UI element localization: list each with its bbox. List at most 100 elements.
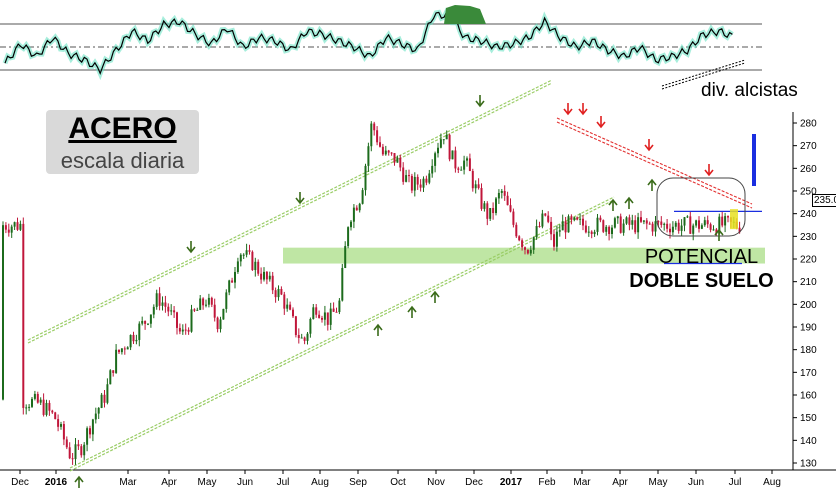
candle-body — [373, 123, 376, 131]
candle-body — [289, 304, 292, 310]
candle-body — [370, 123, 373, 147]
candle-body — [570, 216, 573, 220]
candle-body — [442, 139, 445, 141]
candle-body — [176, 312, 178, 328]
candle-body — [170, 310, 173, 312]
candle-body — [680, 225, 683, 231]
candle-body — [709, 224, 712, 230]
candle-body — [500, 190, 503, 193]
candle-body — [674, 222, 677, 227]
candle-body — [329, 308, 332, 325]
bullish-divergence-label: div. alcistas — [701, 80, 798, 101]
candle-body — [97, 407, 100, 414]
candle-body — [410, 175, 413, 191]
candle-body — [466, 158, 468, 161]
candle-body — [408, 175, 410, 177]
candle-body — [251, 251, 254, 271]
candle-body — [7, 229, 10, 233]
x-tick-label: Jun — [237, 477, 253, 488]
candle-body — [509, 205, 512, 212]
candle-body — [286, 304, 289, 309]
candle-body — [315, 307, 318, 315]
candle-body — [541, 213, 544, 227]
channel-upper-line — [27, 82, 553, 344]
candle-body — [721, 216, 724, 226]
x-tick-label: Mar — [119, 477, 137, 488]
last-price-tag: 235.06 — [812, 194, 836, 207]
double-bottom-label: DOBLE SUELO — [629, 270, 774, 292]
osc-overbought-fill — [444, 5, 486, 24]
candle-body — [248, 250, 251, 252]
candle-body — [280, 288, 283, 295]
candle-body — [605, 226, 608, 232]
candle-body — [202, 298, 205, 306]
candle-body — [555, 231, 558, 247]
x-tick-label: Dec — [11, 477, 29, 488]
candle-body — [492, 208, 495, 214]
candle-body — [634, 220, 637, 233]
x-tick-label: Dec — [465, 477, 483, 488]
candle-body — [31, 398, 33, 407]
candle-body — [193, 309, 196, 311]
candle-body — [147, 323, 149, 325]
x-tick-label: Feb — [538, 477, 556, 488]
candle-body — [10, 226, 13, 233]
target-bar — [752, 134, 756, 186]
candle-body — [25, 407, 28, 409]
candle-body — [274, 290, 277, 298]
up-arrow-green — [714, 228, 724, 241]
candle-body — [439, 139, 442, 148]
breakout-highlight — [730, 209, 738, 230]
candle-body — [677, 222, 680, 231]
candle-body — [236, 261, 239, 272]
candle-body — [265, 271, 268, 280]
candle-body — [422, 178, 425, 188]
candle-body — [611, 227, 613, 235]
candle-body — [486, 203, 489, 219]
candle-body — [123, 348, 126, 350]
candle-body — [135, 339, 138, 342]
candle-body — [596, 217, 599, 232]
candle-body — [361, 190, 364, 204]
candle-body — [28, 406, 31, 408]
candle-body — [683, 217, 686, 226]
candle-body — [94, 413, 97, 420]
x-tick-label: Aug — [763, 477, 781, 488]
candle-body — [416, 176, 419, 185]
candle-body — [393, 153, 396, 163]
candle-body — [738, 227, 741, 233]
candle-body — [512, 211, 515, 225]
candle-body — [106, 384, 109, 403]
candle-body — [544, 213, 547, 216]
down-arrow-red — [596, 116, 606, 129]
candle-body — [437, 147, 439, 154]
candle-body — [666, 223, 669, 229]
down-arrow-green — [295, 192, 305, 205]
candle-body — [376, 130, 379, 143]
candle-body — [77, 444, 80, 447]
candle-body — [347, 227, 350, 247]
candle-body — [300, 337, 303, 339]
candle-body — [283, 294, 286, 309]
candle-body — [518, 236, 521, 241]
candle-body — [471, 171, 474, 189]
candle-body — [205, 304, 207, 306]
candle-body — [547, 215, 550, 222]
candle-body — [242, 254, 245, 256]
candle-body — [19, 223, 22, 230]
candle-body — [558, 230, 561, 232]
y-tick-label: 140 — [800, 436, 817, 447]
candle-body — [263, 271, 265, 280]
candle-body — [71, 458, 74, 460]
candle-body — [234, 271, 236, 283]
candle-body — [460, 169, 463, 171]
candle-body — [42, 399, 45, 415]
y-tick-label: 200 — [800, 300, 817, 311]
candle-body — [199, 298, 202, 310]
candle-body — [167, 306, 170, 312]
candle-body — [103, 394, 106, 403]
candle-body — [161, 302, 164, 306]
candle-body — [338, 300, 341, 313]
candle-body — [602, 220, 605, 232]
candle-body — [474, 184, 477, 189]
